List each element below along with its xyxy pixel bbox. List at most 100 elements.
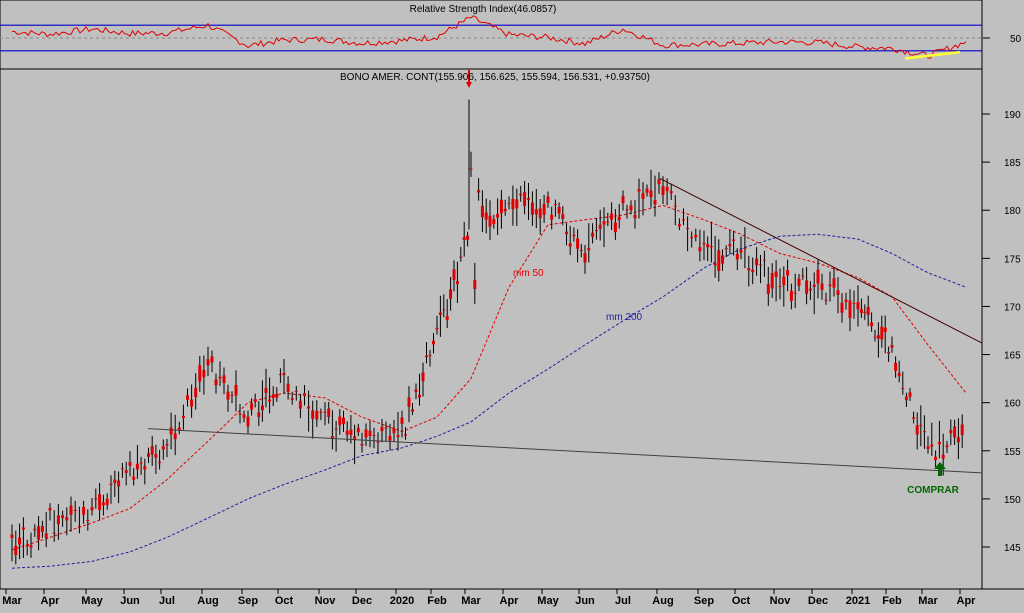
candle-body <box>298 400 302 409</box>
candle-body <box>198 365 202 382</box>
x-tick-label: Oct <box>732 595 751 607</box>
candle-body <box>770 273 774 289</box>
candle-body <box>606 221 610 223</box>
candle-body <box>866 306 870 315</box>
candle-body <box>724 248 728 250</box>
candle-body <box>653 200 657 205</box>
x-tick-label: Aug <box>652 595 673 607</box>
candle-body <box>242 414 246 418</box>
price-tick-label: 160 <box>1004 399 1021 410</box>
candle-body <box>109 483 113 486</box>
price-tick-label: 150 <box>1004 495 1021 506</box>
candle-body <box>762 259 766 261</box>
candle-body <box>873 336 877 338</box>
candle-body <box>856 301 860 310</box>
candle-body <box>484 212 488 220</box>
candle-body <box>253 399 257 402</box>
candle-body <box>442 309 446 311</box>
candle-body <box>234 384 238 396</box>
candle-body <box>56 515 60 525</box>
candle-body <box>469 168 473 170</box>
candle-body <box>945 445 949 448</box>
candle-body <box>364 429 368 438</box>
x-tick-label: 2021 <box>846 595 870 607</box>
candle-body <box>438 312 442 316</box>
candle-body <box>33 528 37 531</box>
candle-body <box>257 412 261 417</box>
price-tick-label: 190 <box>1004 110 1021 121</box>
candle-body <box>246 416 250 427</box>
candle-body <box>870 322 874 327</box>
candle-body <box>530 202 534 215</box>
candle-body <box>499 199 503 214</box>
candle-body <box>894 362 898 372</box>
candle-body <box>330 435 334 439</box>
candle-body <box>139 462 143 464</box>
candle-body <box>805 280 809 294</box>
candle-body <box>507 202 511 204</box>
candle-body <box>315 410 319 420</box>
price-tick-label: 175 <box>1004 254 1021 265</box>
candle-body <box>669 191 673 194</box>
candle-body <box>728 244 732 247</box>
candle-body <box>181 415 185 418</box>
candle-body <box>844 299 848 303</box>
price-plot-area <box>10 70 983 569</box>
candle-body <box>52 532 56 534</box>
candle-body <box>90 507 94 511</box>
candle-body <box>10 534 14 538</box>
candle-body <box>698 247 702 252</box>
ma50-line <box>11 204 967 551</box>
candle-body <box>934 456 938 461</box>
candle-body <box>392 428 396 434</box>
candle-body <box>113 479 117 484</box>
candle-body <box>677 224 681 227</box>
x-tick-label: Aug <box>197 595 218 607</box>
candle-body <box>538 208 542 219</box>
candle-body <box>21 527 25 530</box>
candle-body <box>177 427 181 431</box>
candle-body <box>238 413 242 415</box>
candle-body <box>380 426 384 431</box>
candle-body <box>222 375 226 384</box>
candle-body <box>713 263 717 266</box>
price-tick-label: 165 <box>1004 351 1021 362</box>
candle-body <box>702 242 706 245</box>
rsi-line <box>11 15 967 59</box>
buy-signal-label: COMPRAR <box>907 485 959 496</box>
candle-body <box>565 231 568 235</box>
candle-body <box>432 340 435 345</box>
candle-body <box>353 436 357 441</box>
candle-body <box>836 290 840 295</box>
candle-body <box>661 186 665 196</box>
candle-body <box>400 417 404 424</box>
candle-body <box>949 430 953 434</box>
x-tick-label: Apr <box>500 595 520 607</box>
x-tick-label: Feb <box>882 595 902 607</box>
candle-body <box>161 446 165 450</box>
candle-body <box>721 255 724 264</box>
candle-body <box>334 428 338 430</box>
candle-body <box>388 435 392 441</box>
candle-body <box>709 246 713 248</box>
candle-body <box>202 369 206 378</box>
candle-body <box>44 533 48 538</box>
candle-body <box>158 461 162 464</box>
candle-body <box>492 219 496 225</box>
candle-body <box>61 515 65 518</box>
candle-body <box>345 430 349 435</box>
candle-body <box>349 429 353 435</box>
candle-body <box>466 235 470 240</box>
candle-body <box>294 390 298 392</box>
candle-body <box>323 411 327 413</box>
candle-body <box>147 453 150 457</box>
candle-body <box>915 425 919 435</box>
x-tick-label: Sep <box>694 595 714 607</box>
price-tick-label: 180 <box>1004 206 1021 217</box>
candle-body <box>876 335 880 339</box>
candle-body <box>190 399 194 407</box>
candle-body <box>278 374 282 376</box>
rsi-tick-label: 50 <box>1010 34 1022 45</box>
candle-body <box>69 505 73 515</box>
